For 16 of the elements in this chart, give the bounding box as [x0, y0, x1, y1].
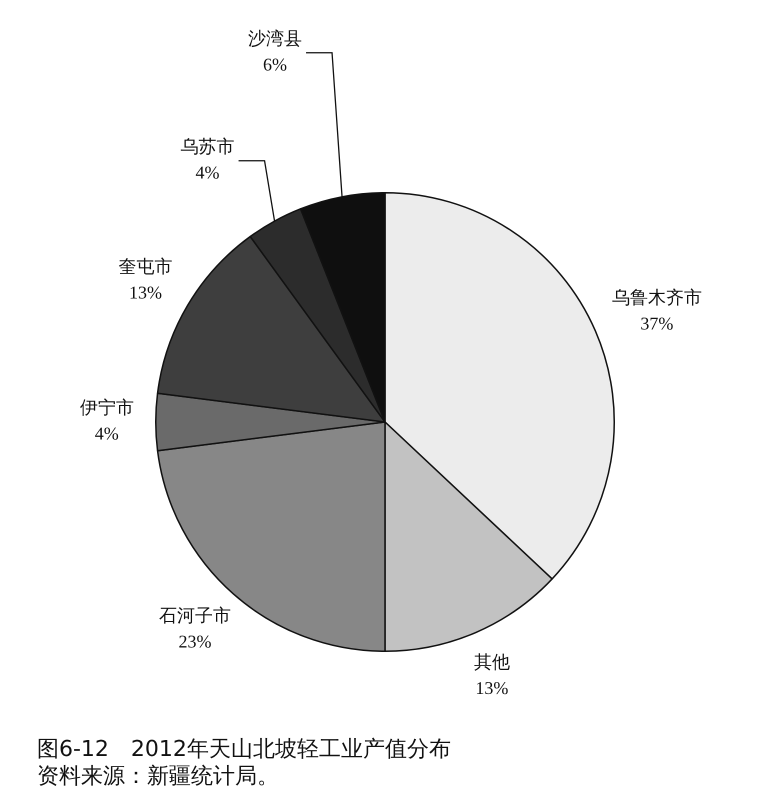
text: 图6-12 2012年天山北坡轻工业产值分布 [37, 736, 452, 763]
data-label: 37% [640, 314, 674, 334]
slice-label: 乌苏市 [180, 136, 235, 156]
data-label: 23% [178, 632, 212, 652]
slice-label: 奎屯市 [118, 256, 172, 277]
data-label: 13% [129, 282, 162, 303]
text: 资料来源：新疆统计局。 [37, 763, 280, 790]
data-label: 6% [263, 54, 288, 74]
data-label: 4% [94, 424, 119, 444]
slice-label: 其他 [474, 652, 510, 672]
slice-label: 乌鲁木齐市 [612, 288, 702, 308]
slice-label: 石河子市 [159, 606, 232, 626]
data-label: 4% [196, 162, 220, 182]
data-label: 13% [475, 678, 508, 698]
slice-label: 沙湾县 [248, 28, 302, 48]
slice-label: 伊宁市 [80, 398, 134, 418]
